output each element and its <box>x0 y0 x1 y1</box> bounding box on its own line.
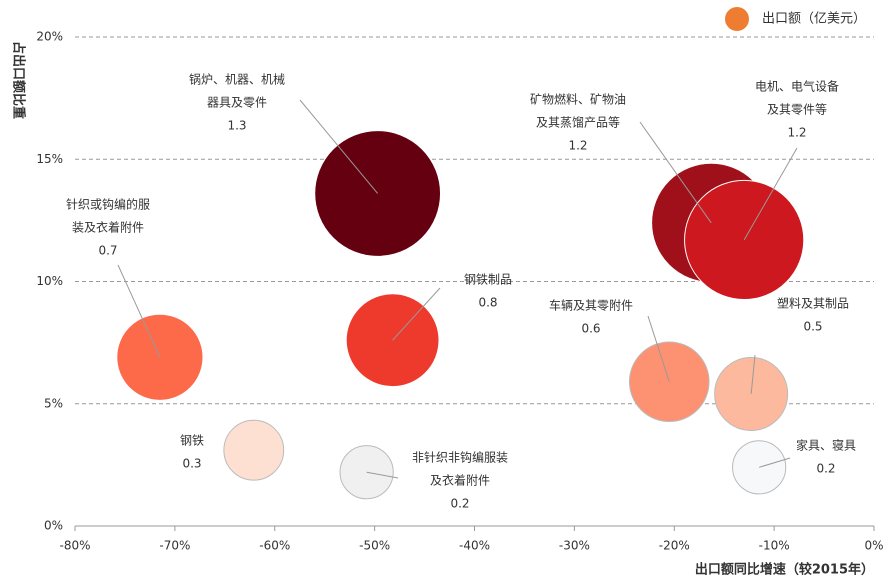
x-tick-label: -50% <box>359 539 390 553</box>
legend-label: 出口额（亿美元） <box>762 12 866 27</box>
x-tick-label: 0% <box>864 539 883 553</box>
leader-line <box>750 354 756 395</box>
value-label: 0.3 <box>182 457 201 471</box>
leader-line <box>743 147 798 241</box>
value-label: 0.2 <box>450 497 469 511</box>
bubble <box>223 419 285 481</box>
value-label: 1.2 <box>787 126 806 140</box>
point-label: 及其零件等 <box>767 103 827 117</box>
point-label: 非针织非钩编服装 <box>412 450 508 465</box>
point-label: 及衣着附件 <box>430 473 490 488</box>
leader-line <box>299 99 379 194</box>
x-tick-label: -60% <box>259 539 290 553</box>
value-label: 0.5 <box>803 320 822 334</box>
leader-line <box>647 315 670 382</box>
point-label: 及其蒸馏产品等 <box>536 116 620 130</box>
point-label: 钢铁 <box>180 434 204 448</box>
y-tick-label: 15% <box>36 152 63 166</box>
value-label: 1.2 <box>568 139 587 153</box>
value-label: 0.8 <box>478 296 497 310</box>
point-label: 器具及零件 <box>207 96 267 110</box>
point-label: 矿物燃料、矿物油 <box>530 92 626 107</box>
value-label: 0.7 <box>98 244 117 258</box>
leader-line <box>392 287 441 341</box>
leader-line <box>758 457 791 468</box>
point-label: 针织或钩编的服 <box>66 197 150 212</box>
value-label: 0.6 <box>581 322 600 336</box>
x-axis-label: 出口额同比增速（较2015年） <box>695 562 874 578</box>
point-label: 钢铁制品 <box>464 273 512 287</box>
value-label: 1.3 <box>227 119 246 133</box>
legend-marker <box>725 7 749 31</box>
point-label: 装及衣着附件 <box>72 220 144 235</box>
x-tick-label: -70% <box>159 539 190 553</box>
point-label: 锅炉、机器、机械 <box>189 72 285 87</box>
value-label: 0.2 <box>816 462 835 476</box>
y-tick-label: 10% <box>36 274 63 288</box>
x-tick-label: -80% <box>59 539 90 553</box>
y-axis-label: 占出口额比重 <box>11 41 27 119</box>
x-tick-label: -40% <box>459 539 490 553</box>
point-label: 车辆及其零附件 <box>549 298 633 313</box>
x-tick-label: -20% <box>659 539 690 553</box>
x-tick-label: -30% <box>559 539 590 553</box>
y-tick-label: 5% <box>44 396 63 410</box>
leader-line <box>366 471 399 479</box>
x-tick-label: -10% <box>759 539 790 553</box>
leader-line <box>117 264 161 358</box>
point-label: 电机、电气设备 <box>755 79 839 94</box>
point-label: 塑料及其制品 <box>777 296 849 311</box>
leader-line <box>639 121 712 224</box>
y-tick-label: 0% <box>44 519 63 533</box>
point-label: 家具、寝具 <box>796 438 856 453</box>
y-tick-label: 20% <box>36 30 63 44</box>
